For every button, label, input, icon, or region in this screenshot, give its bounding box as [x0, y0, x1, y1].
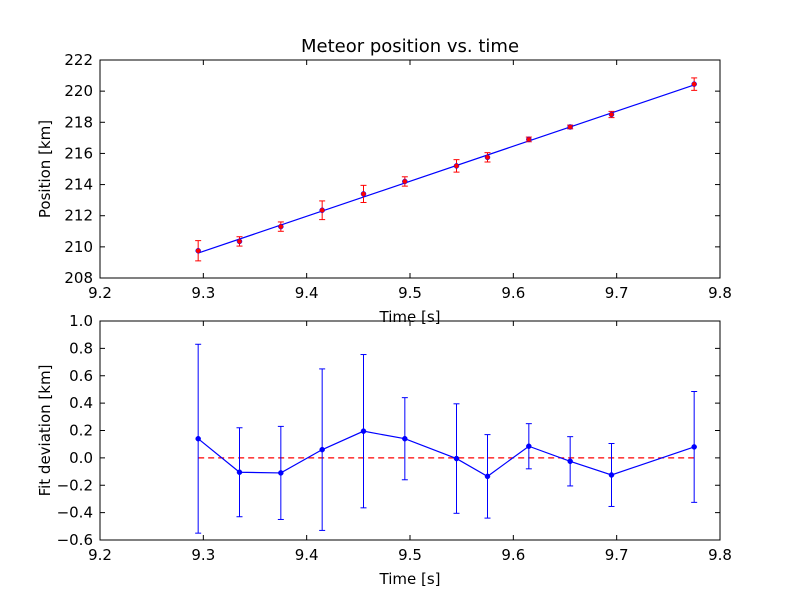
- y-tick-label: 210: [64, 238, 93, 256]
- data-point: [402, 178, 408, 185]
- y-axis-label: Position [km]: [36, 120, 54, 218]
- y-tick-label: −0.2: [57, 476, 93, 494]
- x-tick-label: 9.7: [605, 284, 629, 302]
- data-point: [360, 191, 367, 197]
- data-point: [195, 248, 201, 254]
- x-tick-label: 9.5: [398, 546, 422, 564]
- data-point: [319, 207, 325, 214]
- data-point: [360, 428, 367, 434]
- x-tick-label: 9.4: [295, 546, 319, 564]
- x-axis-label: Time [s]: [379, 570, 441, 588]
- y-tick-label: 214: [64, 176, 93, 194]
- x-tick-label: 9.3: [191, 284, 215, 302]
- x-tick-label: 9.8: [708, 284, 732, 302]
- x-tick-label: 9.6: [501, 546, 525, 564]
- x-tick-label: 9.7: [605, 546, 629, 564]
- y-tick-label: 0.0: [69, 449, 93, 467]
- data-point: [402, 435, 408, 442]
- y-tick-label: −0.6: [57, 531, 93, 549]
- plot-frame: [99, 59, 721, 279]
- deviation-line: [197, 430, 695, 478]
- data-point: [195, 435, 201, 442]
- y-tick-label: 0.2: [69, 422, 93, 440]
- y-tick-label: 0.8: [69, 339, 93, 357]
- x-tick-label: 9.8: [708, 546, 732, 564]
- deviation-chart: 9.2 9.3 9.4 9.5 9.6 9.7 9.8 −0.6 −0.4 −0.2 0.0 0.2 0…: [36, 312, 732, 588]
- x-tick-label: 9.4: [295, 284, 319, 302]
- chart-title: Meteor position vs. time: [301, 36, 519, 57]
- fit-line: [197, 84, 695, 254]
- y-axis-label: Fit deviation [km]: [36, 365, 54, 497]
- y-tick-label: 0.4: [69, 394, 93, 412]
- data-point: [453, 163, 460, 169]
- data-point: [691, 444, 697, 450]
- x-tick-label: 9.2: [88, 546, 112, 564]
- data-point: [453, 455, 460, 462]
- y-tick-label: 218: [64, 113, 93, 131]
- data-point: [691, 81, 697, 87]
- y-tick-label: 220: [64, 82, 93, 100]
- x-tick-label: 9.5: [398, 284, 422, 302]
- x-tick-label: 9.6: [501, 284, 525, 302]
- data-point: [278, 223, 284, 230]
- y-tick-label: 1.0: [69, 312, 93, 330]
- x-tick-label: 9.2: [88, 284, 112, 302]
- data-point: [278, 470, 284, 476]
- data-point: [567, 458, 573, 465]
- y-tick-label: 0.6: [69, 367, 93, 385]
- y-tick-label: 222: [64, 51, 93, 69]
- data-point: [608, 472, 615, 478]
- y-tick-label: 208: [64, 269, 93, 287]
- y-tick-label: 216: [64, 144, 93, 162]
- data-point: [236, 469, 243, 475]
- data-point: [484, 154, 491, 161]
- x-tick-label: 9.3: [191, 546, 215, 564]
- data-point: [319, 446, 325, 453]
- data-point: [526, 136, 532, 143]
- data-point: [484, 473, 491, 480]
- data-point: [608, 111, 615, 118]
- y-tick-label: 212: [64, 207, 93, 225]
- data-point: [526, 443, 532, 449]
- data-point: [236, 238, 243, 245]
- data-point: [567, 124, 573, 130]
- position-chart: Meteor position vs. time 9.2 9.3 9.4 9.5 9.6 9…: [36, 36, 732, 326]
- plot-frame: [99, 320, 721, 541]
- y-tick-label: −0.4: [57, 504, 93, 522]
